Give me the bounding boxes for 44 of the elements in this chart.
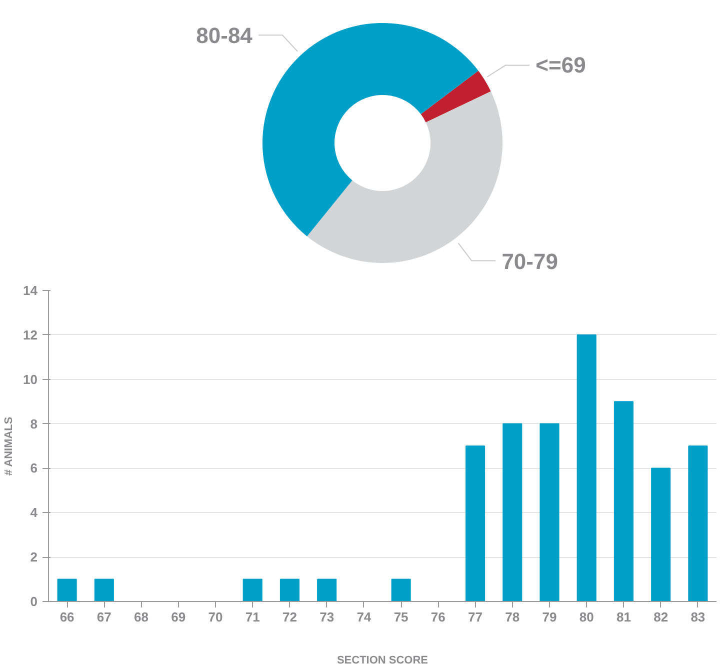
y-tick-label: 14 xyxy=(23,283,38,298)
x-tick-label: 72 xyxy=(282,610,297,624)
y-tick-label: 0 xyxy=(30,594,38,609)
x-tick-label: 81 xyxy=(616,610,631,624)
bar xyxy=(502,423,522,602)
x-tick-label: 83 xyxy=(690,610,706,624)
slice-label: 80-84 xyxy=(196,23,254,48)
bar xyxy=(57,578,77,602)
bar xyxy=(576,334,596,602)
bar xyxy=(317,578,337,602)
bar xyxy=(242,578,262,602)
x-tick-label: 82 xyxy=(654,610,668,624)
x-tick-label: 79 xyxy=(542,610,557,624)
slice-label: 70-79 xyxy=(502,248,558,274)
bar xyxy=(688,446,708,602)
y-tick-label: 2 xyxy=(30,550,38,565)
y-tick-label: 4 xyxy=(30,505,38,520)
x-tick-label: 71 xyxy=(245,610,260,624)
x-tick-label: 75 xyxy=(394,610,408,624)
x-tick-label: 66 xyxy=(60,610,74,624)
x-tick-label: 76 xyxy=(430,610,446,624)
bar xyxy=(280,578,300,602)
x-tick-label: 68 xyxy=(134,610,149,624)
x-tick-label: 73 xyxy=(320,610,334,624)
bar xyxy=(466,446,486,602)
slice-label: <=69 xyxy=(536,52,586,78)
bar xyxy=(651,468,671,602)
x-tick-label: 78 xyxy=(505,610,520,624)
y-axis-title: # ANIMALS xyxy=(3,416,16,476)
x-tick-label: 77 xyxy=(468,610,483,624)
bar xyxy=(391,578,411,602)
bar xyxy=(614,401,634,602)
x-tick-label: 69 xyxy=(171,610,186,624)
x-tick-label: 80 xyxy=(579,610,594,624)
bar xyxy=(540,423,560,602)
x-axis-title: SECTION SCORE xyxy=(336,654,428,666)
x-tick-label: 67 xyxy=(96,610,112,624)
bar xyxy=(94,578,114,602)
x-tick-label: 74 xyxy=(356,610,372,624)
y-tick-label: 6 xyxy=(30,460,38,476)
y-tick-label: 12 xyxy=(23,327,38,342)
y-tick-label: 10 xyxy=(23,372,38,387)
x-tick-label: 70 xyxy=(208,610,223,624)
y-tick-label: 8 xyxy=(30,416,38,432)
